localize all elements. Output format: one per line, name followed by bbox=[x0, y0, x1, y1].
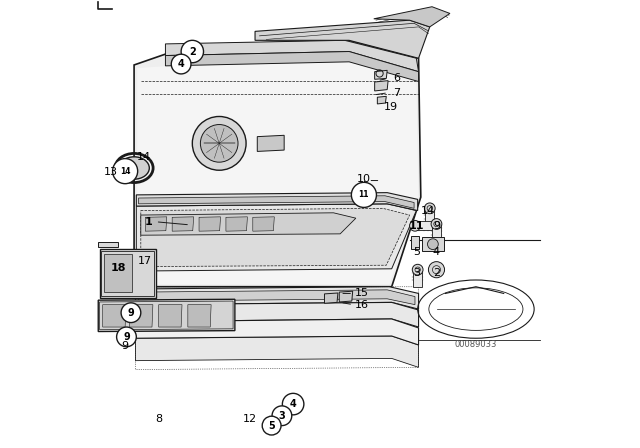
Text: 3: 3 bbox=[413, 268, 420, 278]
Text: 19: 19 bbox=[384, 102, 398, 112]
Text: 2: 2 bbox=[189, 47, 196, 56]
Polygon shape bbox=[374, 81, 388, 91]
Circle shape bbox=[424, 203, 435, 214]
Polygon shape bbox=[226, 217, 248, 231]
Text: 8: 8 bbox=[155, 414, 163, 424]
Polygon shape bbox=[141, 208, 410, 267]
Polygon shape bbox=[172, 217, 194, 231]
Text: 2: 2 bbox=[433, 268, 440, 278]
Circle shape bbox=[431, 219, 442, 229]
Polygon shape bbox=[165, 40, 419, 72]
Text: 4: 4 bbox=[178, 59, 184, 69]
Circle shape bbox=[412, 264, 423, 275]
Text: 11: 11 bbox=[408, 221, 424, 231]
Text: 10: 10 bbox=[357, 174, 371, 184]
Text: 17: 17 bbox=[138, 256, 152, 266]
Text: 16: 16 bbox=[355, 300, 369, 310]
Polygon shape bbox=[137, 54, 419, 284]
Text: 4: 4 bbox=[290, 399, 296, 409]
Polygon shape bbox=[374, 70, 387, 79]
Text: 9: 9 bbox=[123, 332, 130, 342]
Polygon shape bbox=[136, 302, 419, 327]
Circle shape bbox=[282, 393, 304, 415]
Polygon shape bbox=[134, 40, 421, 287]
Text: 4: 4 bbox=[433, 247, 440, 257]
Polygon shape bbox=[139, 196, 414, 208]
Circle shape bbox=[428, 239, 438, 250]
FancyBboxPatch shape bbox=[411, 236, 419, 249]
FancyBboxPatch shape bbox=[432, 224, 441, 241]
Text: 9: 9 bbox=[433, 221, 440, 231]
Text: 9: 9 bbox=[122, 341, 129, 351]
Text: 14: 14 bbox=[120, 167, 131, 176]
Text: 00089033: 00089033 bbox=[454, 340, 497, 349]
Polygon shape bbox=[145, 217, 167, 231]
Polygon shape bbox=[378, 96, 387, 104]
FancyBboxPatch shape bbox=[417, 221, 432, 230]
FancyBboxPatch shape bbox=[425, 208, 435, 225]
Text: 1: 1 bbox=[145, 217, 153, 227]
Text: 5: 5 bbox=[413, 247, 420, 257]
Text: 5: 5 bbox=[268, 421, 275, 431]
Circle shape bbox=[172, 54, 191, 74]
Circle shape bbox=[351, 182, 376, 207]
Polygon shape bbox=[99, 242, 118, 247]
Polygon shape bbox=[100, 249, 157, 298]
Circle shape bbox=[272, 406, 292, 426]
Polygon shape bbox=[139, 290, 415, 305]
Polygon shape bbox=[136, 193, 418, 211]
Circle shape bbox=[428, 262, 445, 278]
Circle shape bbox=[121, 303, 141, 323]
Polygon shape bbox=[257, 135, 284, 151]
Polygon shape bbox=[130, 305, 153, 327]
Text: 6: 6 bbox=[394, 73, 401, 83]
Polygon shape bbox=[136, 287, 419, 309]
Polygon shape bbox=[101, 251, 154, 296]
Circle shape bbox=[410, 220, 420, 231]
Polygon shape bbox=[136, 336, 419, 367]
Polygon shape bbox=[374, 7, 450, 27]
Circle shape bbox=[181, 40, 204, 63]
Polygon shape bbox=[103, 305, 126, 327]
Polygon shape bbox=[99, 299, 235, 332]
Text: 15: 15 bbox=[355, 289, 369, 298]
Polygon shape bbox=[165, 52, 419, 82]
Polygon shape bbox=[188, 305, 211, 327]
FancyBboxPatch shape bbox=[422, 237, 444, 251]
Text: 14: 14 bbox=[421, 206, 435, 215]
Text: 3: 3 bbox=[278, 411, 285, 421]
Circle shape bbox=[262, 416, 281, 435]
Circle shape bbox=[200, 125, 238, 162]
Circle shape bbox=[193, 116, 246, 170]
Polygon shape bbox=[324, 293, 338, 303]
Polygon shape bbox=[136, 204, 417, 271]
Text: 7: 7 bbox=[394, 88, 401, 98]
Text: 12: 12 bbox=[243, 414, 257, 424]
Polygon shape bbox=[104, 254, 132, 292]
FancyBboxPatch shape bbox=[413, 270, 422, 287]
Polygon shape bbox=[255, 20, 430, 58]
Text: 18: 18 bbox=[111, 263, 126, 273]
Polygon shape bbox=[199, 217, 221, 231]
Text: 11: 11 bbox=[358, 190, 369, 199]
Polygon shape bbox=[141, 213, 356, 235]
Circle shape bbox=[113, 159, 138, 184]
Text: 9: 9 bbox=[127, 308, 134, 318]
Text: 13: 13 bbox=[103, 168, 117, 177]
Polygon shape bbox=[136, 319, 419, 345]
Text: 14: 14 bbox=[137, 152, 151, 162]
Polygon shape bbox=[100, 301, 233, 330]
Polygon shape bbox=[159, 305, 182, 327]
Circle shape bbox=[116, 327, 136, 347]
Ellipse shape bbox=[119, 157, 149, 179]
Polygon shape bbox=[253, 217, 275, 231]
Polygon shape bbox=[339, 291, 353, 302]
